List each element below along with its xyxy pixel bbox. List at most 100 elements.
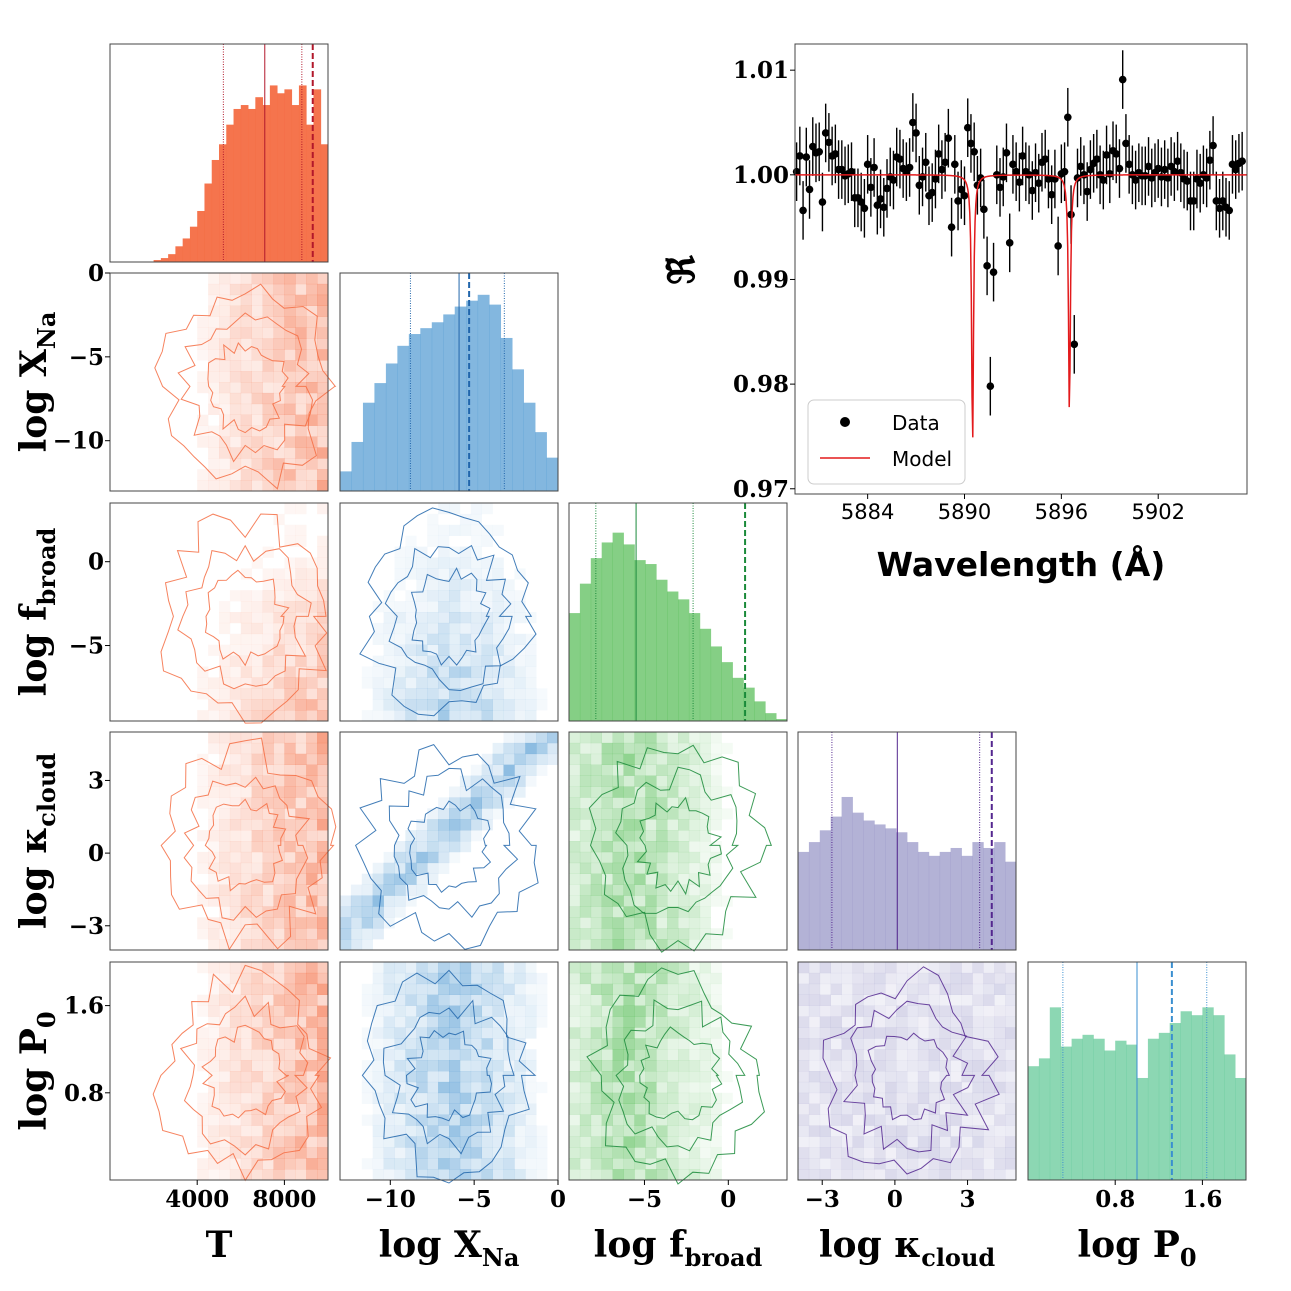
density-cell — [983, 1005, 995, 1017]
density-cell — [536, 688, 548, 700]
density-cell — [656, 1092, 668, 1104]
density-cell — [972, 1005, 984, 1017]
density-cell — [525, 1092, 537, 1104]
density-cell — [383, 1136, 395, 1148]
density-cell — [819, 1092, 831, 1104]
density-cell — [449, 1071, 461, 1083]
model-line — [795, 174, 1247, 438]
density-XNa-kcloud — [339, 731, 559, 951]
density-cell — [284, 425, 296, 437]
hist-bar — [612, 532, 624, 721]
density-cell — [372, 1081, 384, 1094]
density-cell — [579, 983, 592, 995]
density-cell — [208, 1016, 220, 1028]
density-cell — [830, 962, 842, 974]
density-cell — [251, 305, 263, 317]
density-cell — [896, 1005, 908, 1017]
density-cell — [569, 884, 581, 896]
density-cell — [438, 1049, 450, 1061]
density-cell — [240, 742, 252, 755]
density-cell — [208, 644, 220, 656]
density-frame — [339, 961, 559, 1181]
density-cell — [667, 884, 679, 896]
density-cell — [208, 841, 220, 853]
density-cell — [383, 1092, 395, 1104]
density-cell — [394, 699, 406, 711]
density-cell — [361, 906, 373, 918]
density-cell — [284, 1038, 296, 1050]
density-cell — [405, 612, 417, 624]
contour-line — [361, 969, 537, 1184]
density-cell — [449, 1016, 461, 1028]
density-cell — [383, 1169, 395, 1181]
density-cell — [819, 962, 831, 974]
density-cell — [262, 862, 274, 874]
density-cell — [961, 1016, 973, 1028]
density-cell — [405, 1092, 417, 1104]
density-cell — [427, 579, 439, 591]
density-cell — [284, 568, 296, 580]
density-cell — [601, 1125, 613, 1137]
density-cell — [273, 983, 285, 995]
density-cell — [667, 1081, 679, 1094]
density-cell — [459, 841, 472, 853]
density-cell — [536, 1005, 548, 1017]
density-cell — [449, 601, 461, 613]
density-cell — [579, 994, 592, 1006]
hist-bar — [306, 124, 314, 262]
density-cell — [306, 1027, 318, 1039]
density-cell — [317, 425, 329, 437]
data-point — [1073, 174, 1082, 182]
legend-model-label: Model — [892, 447, 952, 471]
density-cell — [579, 906, 592, 918]
density-cell — [295, 983, 307, 995]
density-cell — [251, 622, 263, 635]
density-cell — [645, 808, 657, 820]
density-cell — [492, 644, 504, 656]
hist-bar — [269, 85, 278, 262]
density-cell — [885, 1049, 897, 1061]
density-cell — [503, 972, 515, 985]
density-cell — [896, 1158, 908, 1170]
density-cell — [405, 994, 417, 1006]
density-cell — [688, 1103, 701, 1115]
density-cell — [645, 895, 657, 907]
density-cell — [678, 797, 690, 809]
density-cell — [438, 1114, 450, 1126]
density-cell — [994, 994, 1006, 1006]
density-cell — [438, 1016, 450, 1028]
density-cell — [503, 1092, 515, 1104]
density-cell — [907, 1005, 919, 1017]
density-cell — [383, 1147, 395, 1159]
hist-bar — [204, 183, 213, 262]
density-cell — [273, 436, 285, 448]
density-cell — [251, 1049, 263, 1061]
density-cell — [928, 1147, 940, 1159]
density-cell — [240, 1125, 252, 1137]
density-cell — [612, 1158, 624, 1170]
density-cell — [961, 1125, 973, 1137]
density-cell — [459, 1081, 472, 1094]
density-cell — [623, 808, 635, 820]
density-cell — [240, 764, 252, 776]
density-cell — [623, 983, 635, 995]
density-cell — [569, 1092, 581, 1104]
density-cell — [295, 873, 307, 885]
density-cell — [569, 1125, 581, 1137]
density-cell — [383, 666, 395, 678]
density-T-kcloud — [109, 731, 337, 951]
density-cell — [208, 273, 220, 285]
density-cell — [295, 612, 307, 624]
density-cell — [928, 983, 940, 995]
density-cell — [208, 1103, 220, 1115]
density-cell — [427, 622, 439, 635]
density-cell — [295, 1169, 307, 1181]
density-cell — [972, 1049, 984, 1061]
density-cell — [863, 1016, 875, 1028]
density-cell — [634, 819, 646, 831]
density-cell — [208, 425, 220, 437]
density-cell — [688, 1125, 701, 1137]
density-cell — [994, 1049, 1006, 1061]
density-cell — [896, 1049, 908, 1061]
density-cell — [678, 1060, 690, 1072]
